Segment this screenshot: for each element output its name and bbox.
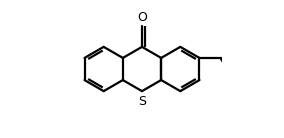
- Text: O: O: [138, 11, 148, 24]
- Text: S: S: [138, 95, 146, 108]
